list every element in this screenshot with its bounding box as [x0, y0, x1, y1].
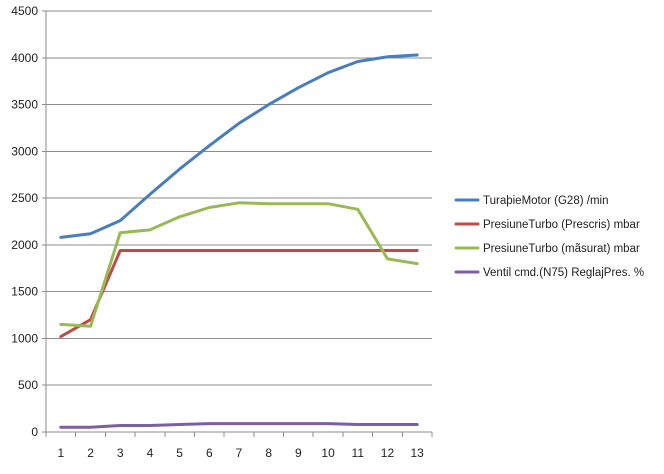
- y-tick-label: 2000: [11, 238, 38, 252]
- x-tick-label: 10: [321, 446, 335, 460]
- x-tick-label: 9: [295, 446, 302, 460]
- x-tick-label: 11: [352, 446, 365, 460]
- y-tick-label: 4500: [11, 4, 38, 18]
- x-axis-tick-labels: 1 2 3 4 5 6 7 8 9 10 11 12 13: [58, 446, 425, 460]
- y-tick-label: 4000: [11, 51, 38, 65]
- y-tick-label: 2500: [11, 191, 38, 205]
- x-tick-label: 13: [410, 446, 424, 460]
- x-tick-label: 4: [147, 446, 154, 460]
- x-tick-label: 1: [58, 446, 65, 460]
- x-tick-label: 5: [176, 446, 183, 460]
- series-lines: [59, 53, 419, 429]
- x-tick-label: 2: [87, 446, 94, 460]
- gridlines: [46, 10, 432, 386]
- legend-label: PresiuneTurbo (Prescris) mbar: [483, 219, 640, 231]
- axes: [42, 10, 433, 437]
- y-tick-label: 3000: [11, 144, 38, 158]
- y-tick-label: 500: [18, 378, 38, 392]
- x-tick-label: 12: [381, 446, 395, 460]
- x-tick-label: 6: [206, 446, 213, 460]
- series-line-2: [59, 249, 419, 339]
- legend: TuraþieMotor (G28) /min PresiuneTurbo (Pr…: [454, 195, 644, 279]
- series-line-1: [59, 53, 419, 239]
- series-line-3: [59, 201, 419, 328]
- y-tick-label: 1500: [11, 285, 38, 299]
- legend-label: Ventil cmd.(N75) ReglajPres. %: [483, 267, 644, 279]
- legend-label: PresiuneTurbo (mãsurat) mbar: [483, 243, 640, 255]
- x-tick-label: 7: [236, 446, 243, 460]
- legend-label: TuraþieMotor (G28) /min: [483, 195, 608, 207]
- x-tick-label: 3: [117, 446, 124, 460]
- y-tick-label: 3500: [11, 98, 38, 112]
- y-tick-label: 0: [31, 425, 38, 439]
- y-tick-label: 1000: [11, 331, 38, 345]
- series-line-4: [59, 422, 419, 429]
- y-axis-tick-labels: 0 500 1000 1500 2000 2500 3000 3500 4000 4500: [11, 4, 38, 439]
- x-tick-label: 8: [265, 446, 272, 460]
